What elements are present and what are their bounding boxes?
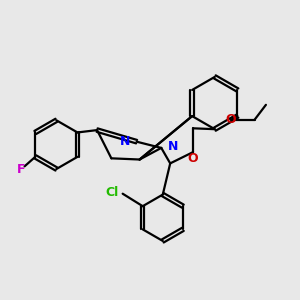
- Text: O: O: [188, 152, 198, 164]
- Text: F: F: [17, 163, 26, 176]
- Text: N: N: [120, 135, 130, 148]
- Text: N: N: [168, 140, 178, 153]
- Text: Cl: Cl: [105, 186, 118, 199]
- Text: O: O: [226, 113, 236, 126]
